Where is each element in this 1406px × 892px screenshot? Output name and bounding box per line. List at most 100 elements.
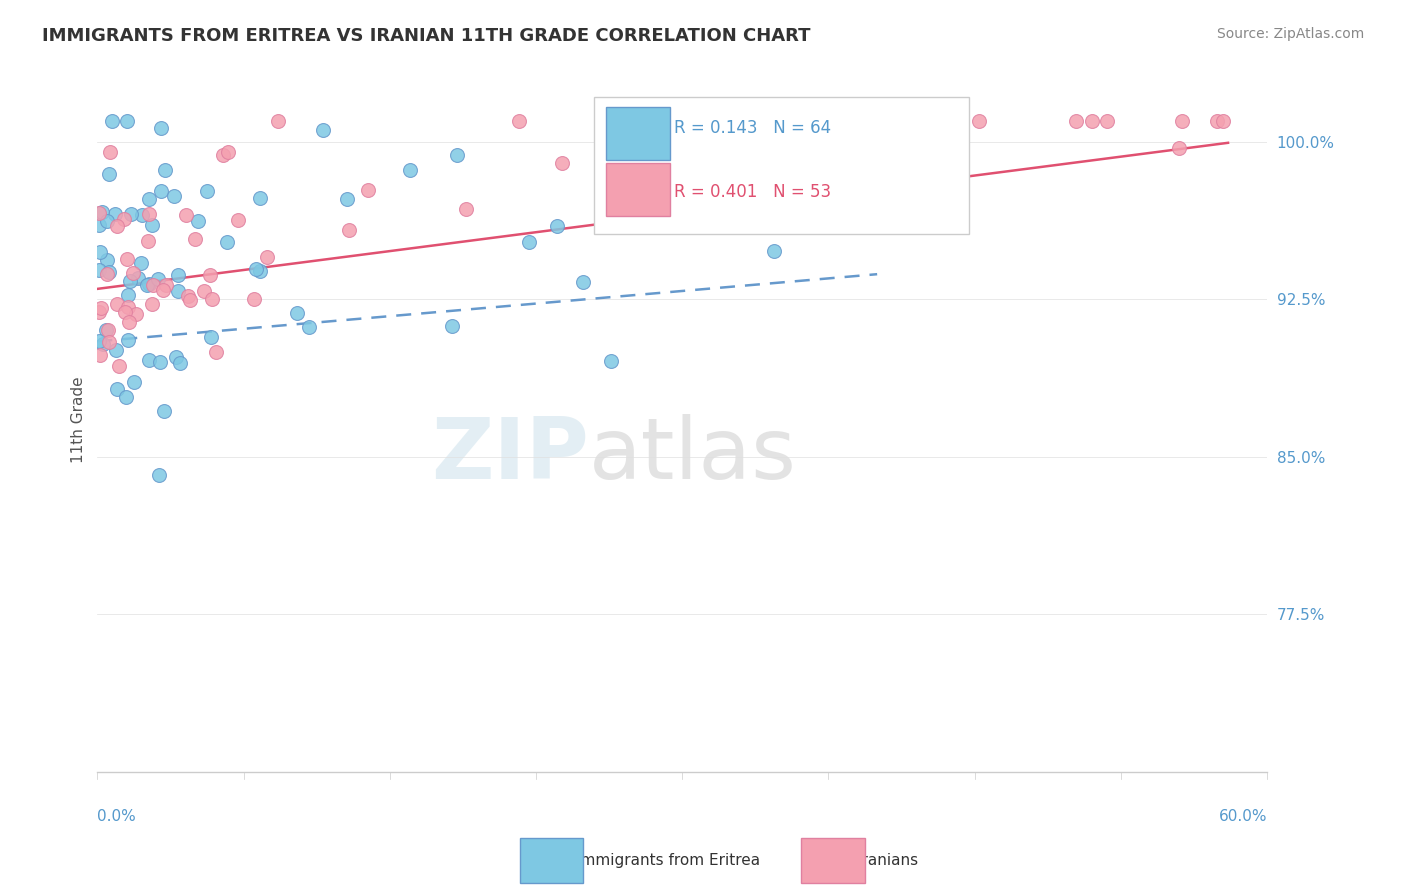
Text: R = 0.401   N = 53: R = 0.401 N = 53 bbox=[673, 183, 831, 201]
Point bbox=[117, 300, 139, 314]
Point bbox=[104, 207, 127, 221]
Point bbox=[149, 355, 172, 369]
Point bbox=[312, 123, 335, 137]
Point bbox=[165, 350, 187, 364]
Point bbox=[215, 235, 238, 250]
Point bbox=[105, 297, 128, 311]
Point bbox=[120, 206, 142, 220]
Point bbox=[551, 156, 574, 170]
Point bbox=[114, 305, 136, 319]
Point bbox=[517, 235, 540, 249]
Point bbox=[571, 276, 593, 290]
Point bbox=[441, 318, 464, 333]
Point bbox=[96, 214, 118, 228]
Point bbox=[136, 235, 159, 249]
Point bbox=[98, 265, 121, 279]
Point bbox=[117, 252, 139, 267]
Point bbox=[146, 272, 169, 286]
Point bbox=[155, 277, 177, 292]
Point bbox=[1080, 114, 1102, 128]
Point bbox=[285, 306, 308, 320]
Point bbox=[91, 336, 114, 351]
Point bbox=[122, 375, 145, 389]
Point bbox=[138, 207, 160, 221]
Point bbox=[446, 148, 468, 162]
Point bbox=[96, 252, 118, 267]
Point bbox=[89, 348, 111, 362]
Point bbox=[131, 256, 153, 270]
Point bbox=[153, 162, 176, 177]
Text: atlas: atlas bbox=[589, 414, 797, 497]
Point bbox=[97, 323, 120, 337]
Point bbox=[108, 359, 131, 374]
Point bbox=[1097, 114, 1119, 128]
Point bbox=[152, 284, 174, 298]
Point bbox=[599, 354, 621, 368]
Point bbox=[1066, 114, 1088, 128]
Point bbox=[91, 204, 114, 219]
Point bbox=[138, 192, 160, 206]
Point bbox=[198, 268, 221, 282]
Point bbox=[127, 271, 149, 285]
Point bbox=[96, 323, 118, 337]
Point bbox=[256, 250, 278, 264]
Point bbox=[211, 148, 233, 162]
Point bbox=[177, 289, 200, 303]
Point bbox=[89, 305, 111, 319]
Point bbox=[762, 244, 785, 259]
Point bbox=[89, 206, 111, 220]
Text: R = 0.143   N = 64: R = 0.143 N = 64 bbox=[673, 120, 831, 137]
Point bbox=[193, 285, 215, 299]
Point bbox=[187, 214, 209, 228]
Point bbox=[243, 293, 266, 307]
Point bbox=[217, 145, 239, 159]
Point bbox=[97, 167, 120, 181]
Point bbox=[117, 315, 139, 329]
Point bbox=[1212, 114, 1234, 128]
Point bbox=[162, 189, 184, 203]
Point bbox=[90, 301, 112, 315]
Point bbox=[200, 329, 222, 343]
Point bbox=[98, 145, 121, 160]
Point bbox=[89, 263, 111, 277]
Point bbox=[89, 218, 111, 232]
Point bbox=[138, 277, 160, 291]
Point bbox=[142, 277, 165, 292]
Point bbox=[226, 213, 249, 227]
Point bbox=[141, 296, 163, 310]
Point bbox=[267, 114, 290, 128]
Point bbox=[89, 245, 111, 260]
Point bbox=[117, 114, 139, 128]
Point bbox=[105, 382, 128, 396]
Point bbox=[201, 293, 224, 307]
Point bbox=[806, 202, 828, 216]
Point bbox=[117, 333, 139, 347]
Point bbox=[454, 202, 477, 217]
Point bbox=[1205, 114, 1227, 128]
Point bbox=[105, 219, 128, 233]
Point bbox=[112, 212, 135, 227]
Point bbox=[136, 278, 159, 293]
Point bbox=[336, 192, 359, 206]
Point bbox=[148, 468, 170, 483]
Point bbox=[357, 183, 380, 197]
Y-axis label: 11th Grade: 11th Grade bbox=[72, 376, 86, 463]
Point bbox=[204, 344, 226, 359]
Point bbox=[150, 184, 173, 198]
FancyBboxPatch shape bbox=[606, 163, 671, 216]
Point bbox=[817, 185, 839, 199]
Point bbox=[249, 264, 271, 278]
Point bbox=[114, 391, 136, 405]
Point bbox=[1168, 141, 1191, 155]
Text: Source: ZipAtlas.com: Source: ZipAtlas.com bbox=[1216, 27, 1364, 41]
Point bbox=[709, 161, 731, 175]
Point bbox=[89, 334, 111, 348]
Point bbox=[149, 121, 172, 136]
Point bbox=[298, 320, 321, 334]
Point bbox=[96, 267, 118, 281]
Point bbox=[124, 307, 146, 321]
Point bbox=[912, 114, 935, 128]
Point bbox=[167, 268, 190, 283]
Text: Immigrants from Eritrea: Immigrants from Eritrea bbox=[576, 854, 761, 868]
Point bbox=[101, 114, 124, 128]
